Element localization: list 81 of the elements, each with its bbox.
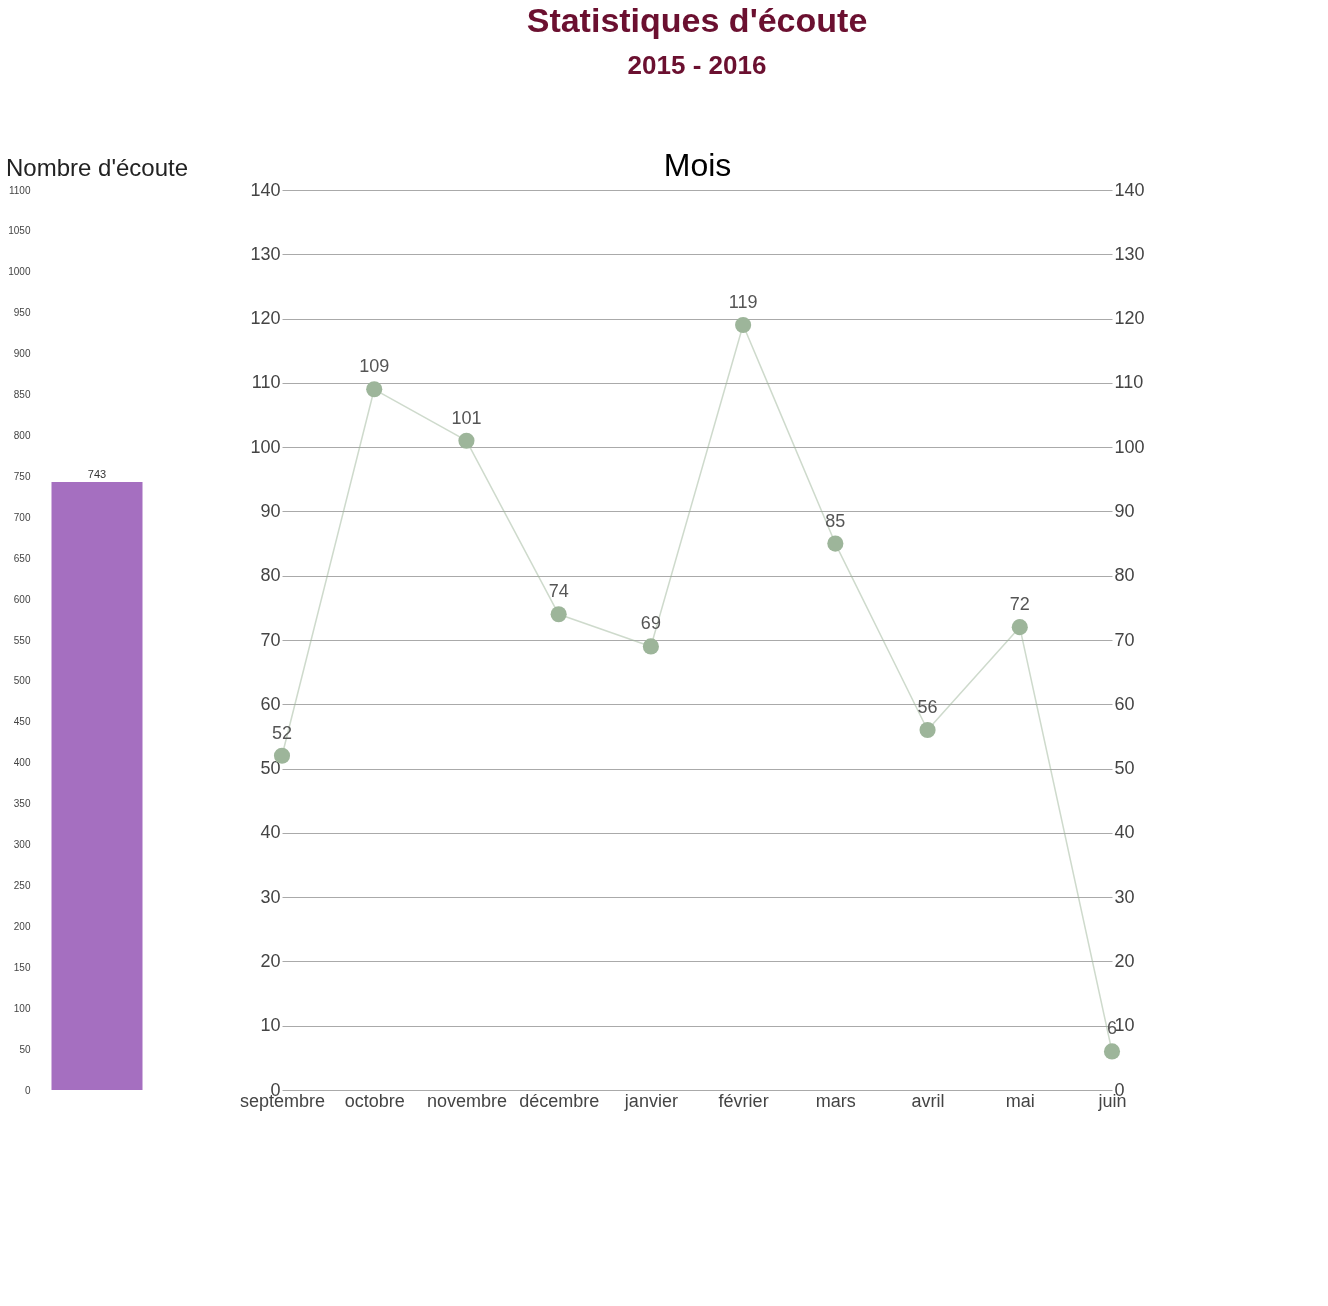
data-label: 109 xyxy=(359,356,390,377)
y2-tick-label: 80 xyxy=(1114,565,1135,586)
chart-subtitle: 2015 - 2016 xyxy=(627,50,767,80)
x-axis-title: Mois xyxy=(663,146,732,183)
y-tick-label: 350 xyxy=(13,798,31,810)
y-tick-label: 50 xyxy=(19,1043,31,1055)
y-tick-label: 200 xyxy=(13,920,31,932)
y-tick-label: 250 xyxy=(13,879,31,891)
point xyxy=(735,316,752,334)
y-tick-label: 450 xyxy=(13,716,31,728)
x-tick-label: mars xyxy=(815,1090,856,1111)
y-tick-label: 70 xyxy=(260,629,281,650)
y2-tick-label: 110 xyxy=(1114,372,1144,393)
y-tick-label: 140 xyxy=(250,179,281,200)
y-tick-label: 750 xyxy=(13,470,31,482)
y-tick-label: 0 xyxy=(24,1084,31,1096)
data-label: 56 xyxy=(917,697,938,717)
chart-title: Statistiques d'écoute xyxy=(526,1,868,39)
x-tick-label: novembre xyxy=(426,1090,507,1111)
y-tick-label: 130 xyxy=(250,243,281,264)
data-label: 69 xyxy=(640,613,661,634)
x-tick-label: octobre xyxy=(344,1090,405,1111)
y-tick-label: 30 xyxy=(260,886,281,907)
y2-tick-label: 100 xyxy=(1114,436,1145,457)
y-tick-label: 500 xyxy=(13,675,31,687)
y-tick-label: 800 xyxy=(13,429,31,441)
data-label: 74 xyxy=(548,581,569,602)
point xyxy=(550,606,567,623)
chart-title: Nombre d'écoute xyxy=(5,154,189,181)
y-tick-label: 600 xyxy=(13,593,31,605)
y2-tick-label: 20 xyxy=(1114,950,1135,971)
point xyxy=(366,381,383,398)
y-tick-label: 900 xyxy=(13,348,31,360)
y-tick-label: 40 xyxy=(260,822,281,843)
y-tick-label: 100 xyxy=(250,436,281,457)
y-tick-label: 150 xyxy=(13,961,31,973)
y-tick-label: 400 xyxy=(13,757,31,769)
y2-tick-label: 50 xyxy=(1114,758,1135,779)
point xyxy=(827,535,844,552)
y2-tick-label: 90 xyxy=(1114,500,1135,521)
y-tick-label: 110 xyxy=(251,372,281,393)
y-tick-label: 100 xyxy=(13,1002,31,1014)
y-tick-label: 1050 xyxy=(8,225,31,237)
data-label: 85 xyxy=(825,510,846,531)
y2-tick-label: 60 xyxy=(1114,693,1135,714)
y-tick-label: 50 xyxy=(260,758,281,779)
data-label: 101 xyxy=(451,407,482,428)
y-tick-label: 90 xyxy=(260,500,281,521)
y-tick-label: 550 xyxy=(13,634,31,646)
y2-tick-label: 30 xyxy=(1114,886,1135,907)
y-tick-label: 60 xyxy=(260,693,281,714)
data-label: 119 xyxy=(728,292,758,312)
y2-tick-label: 120 xyxy=(1114,308,1145,329)
point xyxy=(1011,619,1028,636)
y-tick-label: 1100 xyxy=(8,184,31,196)
y-tick-label: 20 xyxy=(260,950,281,971)
y-tick-label: 120 xyxy=(250,308,281,329)
point xyxy=(919,721,936,739)
point xyxy=(458,432,475,449)
x-tick-label: décembre xyxy=(519,1090,600,1111)
x-tick-label: avril xyxy=(911,1090,945,1111)
point xyxy=(1103,1043,1121,1060)
y-tick-label: 850 xyxy=(13,389,31,401)
y2-tick-label: 40 xyxy=(1114,822,1135,843)
x-tick-label: mai xyxy=(1005,1090,1035,1111)
y-tick-label: 10 xyxy=(260,1015,281,1036)
y-tick-label: 300 xyxy=(13,839,31,851)
y-tick-label: 700 xyxy=(13,511,31,523)
point xyxy=(642,638,659,655)
y2-tick-label: 140 xyxy=(1114,179,1145,200)
y2-tick-label: 70 xyxy=(1114,629,1135,650)
data-label: 72 xyxy=(1009,594,1030,615)
x-tick-label: janvier xyxy=(623,1090,678,1111)
y2-tick-label: 130 xyxy=(1114,243,1145,264)
data-label: 743 xyxy=(87,468,107,481)
y-tick-label: 950 xyxy=(13,307,31,319)
y-tick-label: 1000 xyxy=(8,266,31,278)
x-tick-label: février xyxy=(718,1090,769,1111)
y-tick-label: 650 xyxy=(13,552,31,564)
data-label: 52 xyxy=(271,722,293,743)
y-tick-label: 80 xyxy=(260,565,281,586)
